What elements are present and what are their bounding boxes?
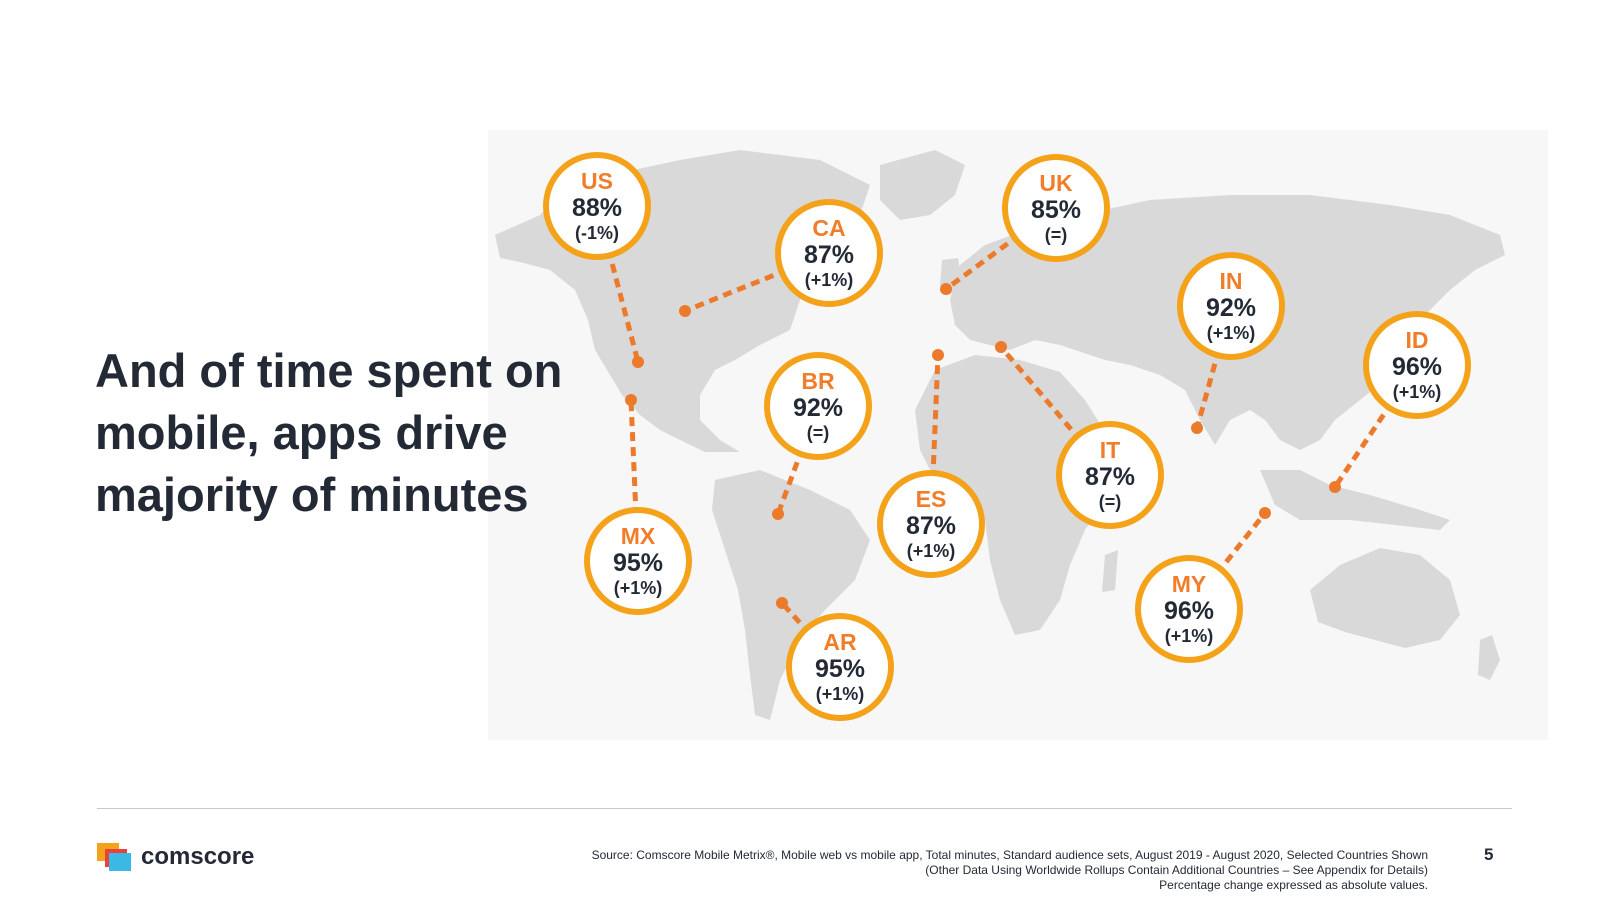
app-share-value: 92% [1205,294,1257,322]
country-bubble-my: MY 96% (+1%) [1135,555,1243,663]
change-value: (+1%) [804,270,854,290]
location-dot-my [1259,507,1271,519]
country-code: AR [823,629,857,655]
source-line-2: (Other Data Using Worldwide Rollups Cont… [925,863,1428,877]
country-code: US [581,168,613,194]
country-code: ES [915,486,947,512]
country-bubble-ca: CA 87% (+1%) [775,199,883,307]
connector-line-ca [684,250,830,314]
comscore-logo-text: comscore [141,843,255,870]
southeast-asia-islands-shape [1260,470,1450,530]
app-share-value: 92% [792,394,844,422]
country-bubble-it: IT 87% (=) [1056,421,1164,529]
madagascar-shape [1102,550,1118,592]
page-number: 5 [1484,845,1494,864]
connector-line-it [999,345,1112,477]
source-line-3: Percentage change expressed as absolute … [1159,878,1428,892]
app-share-value: 87% [803,241,855,269]
location-dot-ca [679,305,691,317]
comscore-logo-icon [97,843,131,871]
connector-line-es [928,354,941,525]
app-share-value: 85% [1030,196,1082,224]
country-code: ID [1405,327,1429,353]
location-dot-it [995,341,1007,353]
connector-line-mx [628,399,641,562]
app-share-value: 95% [814,655,866,683]
change-value: (+1%) [1206,323,1256,343]
headline: And of time spent on mobile, apps drive … [95,344,563,521]
country-code: UK [1039,170,1073,196]
connector-line-id [1332,363,1420,489]
country-bubble-us: US 88% (-1%) [543,152,651,260]
change-value: (-1%) [575,223,619,243]
country-code: BR [801,368,835,394]
location-dot-mx [625,394,637,406]
location-dot-es [932,349,944,361]
greenland-shape [880,150,965,220]
app-share-value: 87% [1084,463,1136,491]
south-america-shape [712,470,870,720]
change-value: (=) [1044,225,1068,245]
app-share-value: 96% [1163,597,1215,625]
app-share-value: 96% [1391,353,1443,381]
country-code: MX [620,523,656,549]
change-value: (=) [806,423,830,443]
country-bubble-id: ID 96% (+1%) [1363,311,1471,419]
location-dot-us [632,356,644,368]
change-value: (+1%) [906,541,956,561]
location-dot-ar [776,597,788,609]
continents [495,150,1505,720]
change-value: (+1%) [1164,626,1214,646]
country-bubble-br: BR 92% (=) [764,352,872,460]
new-zealand-shape [1478,635,1500,680]
source-note: Source: Comscore Mobile Metrix®, Mobile … [592,848,1428,893]
connector-lines [594,205,1420,669]
country-bubble-mx: MX 95% (+1%) [584,507,692,615]
app-share-value: 87% [905,512,957,540]
app-share-value: 88% [571,194,623,222]
location-dot-uk [940,283,952,295]
country-code: IN [1219,268,1243,294]
country-code: CA [812,215,846,241]
change-value: (+1%) [1392,382,1442,402]
country-code: MY [1171,571,1207,597]
footer-divider [97,808,1512,809]
country-bubble-in: IN 92% (+1%) [1177,252,1285,360]
location-dot-id [1329,481,1341,493]
country-code: IT [1099,437,1121,463]
change-value: (=) [1098,492,1122,512]
source-line-1: Source: Comscore Mobile Metrix®, Mobile … [591,848,1428,862]
change-value: (+1%) [815,684,865,704]
location-dots [625,283,1341,609]
country-bubble-ar: AR 95% (+1%) [786,613,894,721]
country-bubble-uk: UK 85% (=) [1002,154,1110,262]
australia-shape [1310,548,1460,648]
connector-line-us [594,205,641,363]
comscore-logo: comscore [97,843,254,871]
location-dot-br [772,508,784,520]
change-value: (+1%) [613,578,663,598]
app-share-value: 95% [612,549,664,577]
location-dot-in [1191,422,1203,434]
country-bubble-es: ES 87% (+1%) [877,470,985,578]
